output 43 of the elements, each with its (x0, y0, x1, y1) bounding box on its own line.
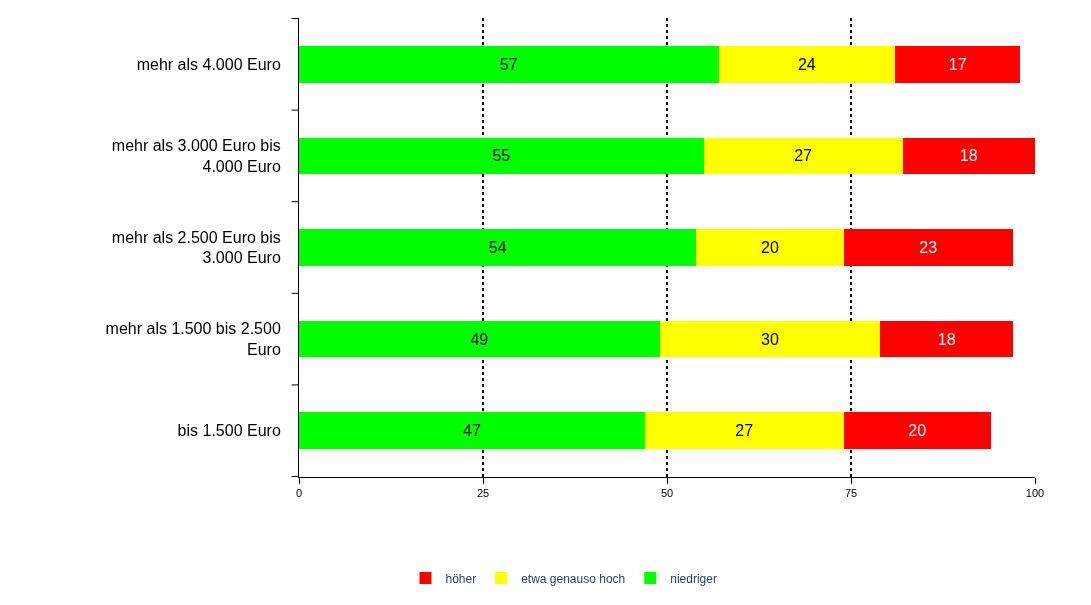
y-tick-label: mehr als 1.500 bis 2.500 Euro (105, 320, 281, 359)
bar (299, 320, 660, 358)
legend-label: niedriger (670, 571, 717, 586)
data-label: 30 (761, 330, 779, 348)
y-tick-label: mehr als 2.500 Euro bis 3.000 Euro (111, 228, 281, 267)
data-label: 23 (919, 239, 938, 256)
bar (299, 229, 697, 266)
data-label: 17 (948, 55, 967, 73)
data-label: 18 (937, 330, 956, 348)
bar (843, 229, 1013, 266)
x-tick-label: 75 (844, 487, 858, 500)
bar (299, 45, 719, 83)
bar (895, 45, 1021, 83)
data-label: 54 (488, 239, 507, 256)
data-label: 27 (794, 147, 813, 165)
bar (703, 137, 903, 175)
data-label: 18 (959, 147, 978, 165)
data-label: 49 (470, 330, 489, 348)
data-label: 57 (499, 55, 518, 73)
data-label: 27 (735, 422, 754, 440)
bar (644, 412, 844, 450)
bar (902, 137, 1035, 175)
y-tick-label: bis 1.500 Euro (177, 422, 281, 440)
bar (299, 412, 645, 450)
bar (696, 229, 844, 266)
data-label: 20 (908, 422, 927, 440)
x-tick-label: 100 (1025, 487, 1045, 500)
data-label: 24 (797, 55, 816, 73)
y-tick-label: mehr als 3.000 Euro bis 4.000 Euro (111, 137, 281, 175)
bar (299, 137, 704, 175)
bar (718, 45, 896, 83)
x-tick-label: 50 (660, 487, 674, 500)
legend-label: höher (445, 571, 477, 586)
data-label: 55 (492, 147, 511, 165)
legend-label: etwa genauso hoch (521, 571, 626, 586)
bar (659, 320, 881, 358)
bar (880, 320, 1013, 358)
bar (843, 412, 991, 450)
x-tick-label: 25 (476, 487, 490, 500)
data-label: 20 (761, 239, 779, 256)
data-label: 47 (463, 422, 481, 440)
y-tick-label: mehr als 4.000 Euro (136, 55, 281, 73)
x-tick-label: 0 (295, 487, 303, 500)
